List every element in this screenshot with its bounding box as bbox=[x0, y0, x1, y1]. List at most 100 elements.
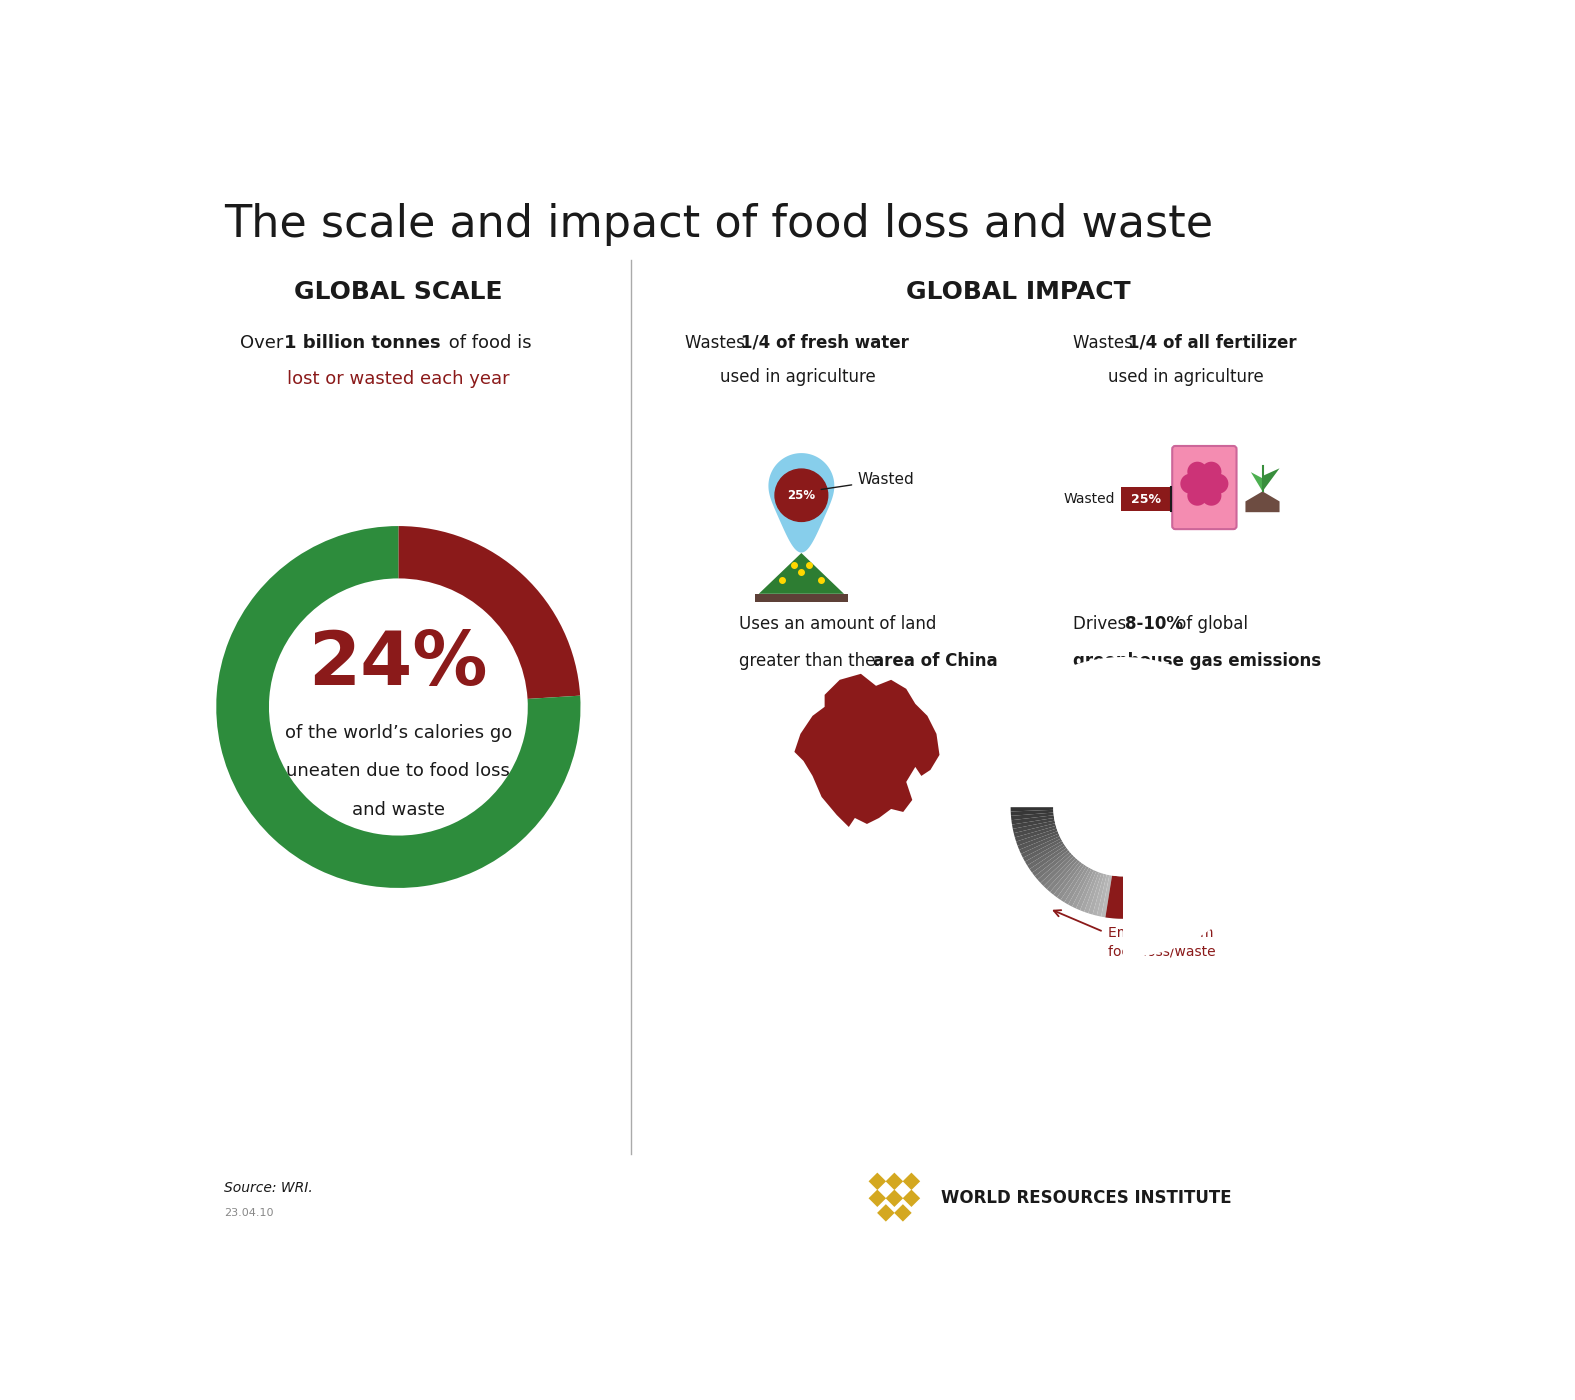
Text: used in agriculture: used in agriculture bbox=[1107, 368, 1263, 386]
Text: The scale and impact of food loss and waste: The scale and impact of food loss and wa… bbox=[224, 203, 1213, 245]
Polygon shape bbox=[1263, 468, 1279, 491]
Wedge shape bbox=[1027, 843, 1065, 869]
Text: Uses an amount of land: Uses an amount of land bbox=[739, 615, 937, 633]
Text: uneaten due to food loss: uneaten due to food loss bbox=[287, 763, 510, 780]
Wedge shape bbox=[1021, 836, 1062, 858]
Wedge shape bbox=[1013, 820, 1055, 833]
Wedge shape bbox=[1073, 869, 1093, 909]
Circle shape bbox=[1188, 486, 1208, 505]
Bar bbox=[902, 1173, 920, 1190]
Text: 25%: 25% bbox=[788, 489, 816, 501]
Text: lost or wasted each year: lost or wasted each year bbox=[287, 370, 510, 388]
Wedge shape bbox=[1096, 875, 1109, 917]
Circle shape bbox=[1208, 473, 1228, 494]
Text: used in agriculture: used in agriculture bbox=[720, 368, 876, 386]
Text: Drives: Drives bbox=[1073, 615, 1131, 633]
Wedge shape bbox=[1093, 874, 1107, 916]
Text: Source: WRI.: Source: WRI. bbox=[224, 1180, 313, 1194]
Circle shape bbox=[1202, 462, 1222, 482]
Wedge shape bbox=[1060, 865, 1087, 902]
Polygon shape bbox=[759, 553, 844, 594]
Wedge shape bbox=[1017, 832, 1058, 850]
Wedge shape bbox=[1038, 853, 1071, 883]
Text: 1/4 of all fertilizer: 1/4 of all fertilizer bbox=[1128, 333, 1298, 351]
Bar bbox=[868, 1190, 887, 1207]
Wedge shape bbox=[398, 526, 580, 699]
Polygon shape bbox=[794, 673, 939, 827]
Text: Wastes: Wastes bbox=[1073, 333, 1137, 351]
Bar bbox=[1121, 487, 1172, 511]
Wedge shape bbox=[1106, 875, 1115, 918]
Text: 24%: 24% bbox=[309, 629, 488, 701]
Text: 1 billion tonnes: 1 billion tonnes bbox=[284, 333, 441, 351]
Text: Over: Over bbox=[239, 333, 288, 351]
Wedge shape bbox=[1011, 809, 1054, 816]
Text: WORLD RESOURCES INSTITUTE: WORLD RESOURCES INSTITUTE bbox=[940, 1189, 1232, 1207]
Bar bbox=[895, 1204, 912, 1222]
Bar bbox=[868, 1173, 887, 1190]
Wedge shape bbox=[1032, 848, 1068, 876]
Text: GLOBAL SCALE: GLOBAL SCALE bbox=[295, 280, 502, 304]
Wedge shape bbox=[972, 657, 1274, 958]
Wedge shape bbox=[1041, 854, 1074, 886]
Wedge shape bbox=[1014, 826, 1057, 841]
Text: 25%: 25% bbox=[1131, 493, 1161, 505]
Wedge shape bbox=[1011, 815, 1054, 825]
Wedge shape bbox=[1065, 867, 1088, 904]
Wedge shape bbox=[1110, 876, 1118, 918]
Wedge shape bbox=[1084, 872, 1101, 913]
Wedge shape bbox=[1106, 875, 1123, 918]
Wedge shape bbox=[1016, 829, 1057, 846]
Text: of food is: of food is bbox=[443, 333, 532, 351]
Wedge shape bbox=[1025, 841, 1063, 865]
Text: 8-10%: 8-10% bbox=[1125, 615, 1183, 633]
Wedge shape bbox=[216, 526, 581, 888]
Wedge shape bbox=[1044, 857, 1076, 889]
Text: and waste: and waste bbox=[351, 801, 444, 819]
Wedge shape bbox=[1013, 818, 1055, 829]
Circle shape bbox=[1202, 486, 1222, 505]
Text: Emissions from
food loss/waste: Emissions from food loss/waste bbox=[1107, 927, 1216, 959]
Wedge shape bbox=[1076, 869, 1096, 910]
Text: greenhouse gas emissions: greenhouse gas emissions bbox=[1073, 651, 1321, 669]
Wedge shape bbox=[1019, 833, 1060, 854]
Text: Wasted: Wasted bbox=[821, 472, 914, 490]
Wedge shape bbox=[1114, 876, 1120, 918]
Wedge shape bbox=[1080, 871, 1099, 911]
Wedge shape bbox=[1047, 858, 1077, 892]
Bar bbox=[902, 1190, 920, 1207]
Text: Wastes: Wastes bbox=[685, 333, 750, 351]
Circle shape bbox=[1180, 473, 1200, 494]
Polygon shape bbox=[1251, 472, 1263, 491]
Bar bbox=[877, 1204, 895, 1222]
Bar bbox=[885, 1173, 902, 1190]
Text: greater than the: greater than the bbox=[739, 651, 880, 669]
Text: 1/4 of fresh water: 1/4 of fresh water bbox=[740, 333, 909, 351]
Wedge shape bbox=[1022, 839, 1062, 861]
Wedge shape bbox=[1118, 876, 1123, 918]
Text: area of China: area of China bbox=[874, 651, 999, 669]
Text: of the world’s calories go: of the world’s calories go bbox=[285, 724, 512, 742]
Wedge shape bbox=[1068, 868, 1091, 907]
Wedge shape bbox=[1101, 875, 1112, 917]
Wedge shape bbox=[1030, 846, 1066, 872]
Text: GLOBAL IMPACT: GLOBAL IMPACT bbox=[906, 280, 1131, 304]
Wedge shape bbox=[1014, 823, 1055, 837]
Text: Wasted: Wasted bbox=[1063, 493, 1115, 507]
Polygon shape bbox=[754, 594, 847, 602]
Polygon shape bbox=[769, 454, 835, 553]
Circle shape bbox=[1195, 475, 1214, 493]
Wedge shape bbox=[1054, 861, 1082, 897]
Wedge shape bbox=[1035, 850, 1069, 879]
Wedge shape bbox=[1011, 806, 1054, 812]
Polygon shape bbox=[1246, 491, 1279, 512]
FancyBboxPatch shape bbox=[1172, 447, 1236, 529]
Text: 23.04.10: 23.04.10 bbox=[224, 1207, 274, 1218]
Bar bbox=[885, 1190, 902, 1207]
Circle shape bbox=[775, 469, 828, 521]
Circle shape bbox=[1188, 462, 1208, 482]
Wedge shape bbox=[1054, 806, 1123, 876]
Wedge shape bbox=[1088, 874, 1104, 914]
Wedge shape bbox=[1051, 860, 1080, 895]
Wedge shape bbox=[1011, 812, 1054, 820]
